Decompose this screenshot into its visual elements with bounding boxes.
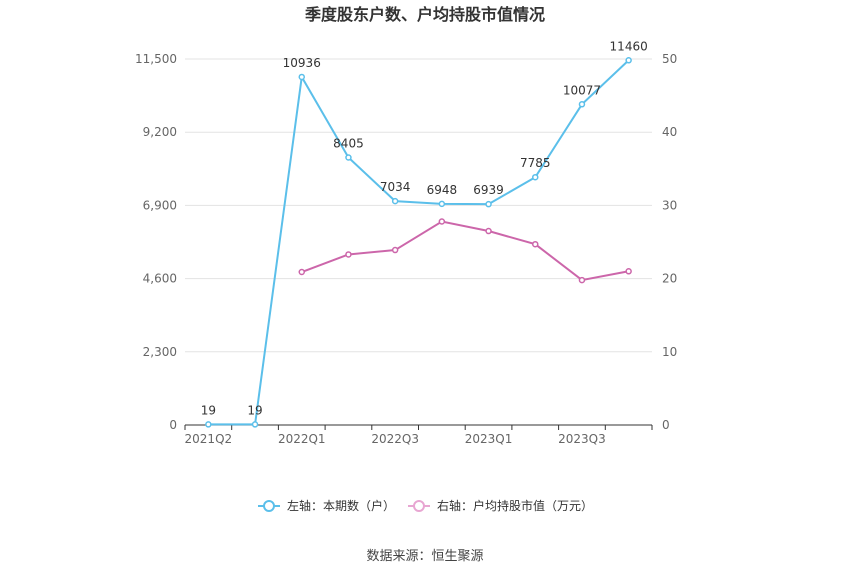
data-point[interactable] [625,268,632,275]
x-tick-label: 2023Q3 [558,432,606,446]
grid [185,58,652,353]
data-point[interactable] [578,276,586,284]
data-point[interactable] [205,421,212,428]
left-tick-label: 0 [169,418,177,432]
data-point[interactable] [532,240,539,248]
legend-swatch-marker [413,500,425,512]
legend-swatch-marker [263,500,275,512]
series-2 [298,218,632,284]
legend-item-2[interactable]: 右轴：户均持股市值（万元） [408,498,593,513]
series-layer: 19 19 10936 8405 7034 6948 6939 7785 10077 11460 [201,39,648,428]
data-point[interactable] [345,154,352,161]
data-point[interactable] [438,200,446,208]
left-tick-label: 4,600 [143,272,177,286]
legend[interactable]: 左轴：本期数（户） 右轴：户均持股市值（万元） [258,498,593,513]
data-label: 6939 [473,183,504,197]
data-label: 7785 [520,156,551,170]
right-tick-label: 0 [662,418,670,432]
legend-item-1[interactable]: 左轴：本期数（户） [258,498,395,513]
x-tick-label: 2022Q3 [371,432,419,446]
chart-title: 季度股东户数、户均持股市值情况 [304,5,545,24]
data-point[interactable] [251,421,259,428]
x-tick-label: 2022Q1 [278,432,326,446]
left-tick-label: 6,900 [143,198,177,212]
left-axis: 0 2,300 4,600 6,900 9,200 11,500 [135,52,177,432]
data-label: 19 [201,403,216,417]
right-tick-label: 10 [662,345,677,359]
data-point[interactable] [485,227,492,235]
data-label: 6948 [427,183,458,197]
data-label: 10936 [283,56,321,70]
data-label: 8405 [333,137,364,151]
data-label: 7034 [380,180,411,194]
left-tick-label: 9,200 [143,125,177,139]
right-tick-label: 40 [662,125,677,139]
right-axis: 0 10 20 30 40 50 [662,52,677,432]
data-point[interactable] [485,200,492,208]
data-point[interactable] [578,101,586,108]
series-line [208,59,630,426]
x-tick-label: 2021Q2 [185,432,233,446]
left-tick-label: 2,300 [143,345,177,359]
data-point[interactable] [391,197,399,205]
right-tick-label: 20 [662,272,677,286]
data-label: 19 [247,403,262,417]
series-1: 19 19 10936 8405 7034 6948 6939 7785 10077 11460 [201,39,648,428]
data-point[interactable] [625,57,632,64]
legend-label: 右轴：户均持股市值（万元） [437,498,593,513]
right-tick-label: 30 [662,198,677,212]
data-point[interactable] [438,218,446,225]
right-tick-label: 50 [662,52,677,66]
data-point[interactable] [298,268,305,276]
data-label: 11460 [610,39,648,53]
data-point[interactable] [345,251,352,258]
data-point[interactable] [298,73,305,81]
x-tick-label: 2023Q1 [465,432,513,446]
x-axis: 2021Q2 2022Q1 2022Q3 2023Q1 2023Q3 [184,424,653,446]
data-label: 10077 [563,83,601,97]
left-tick-label: 11,500 [135,52,177,66]
data-point[interactable] [532,173,539,181]
legend-label: 左轴：本期数（户） [287,498,395,513]
series-line [301,220,629,282]
data-point[interactable] [391,246,399,254]
source-note: 数据来源：恒生聚源 [366,549,483,564]
